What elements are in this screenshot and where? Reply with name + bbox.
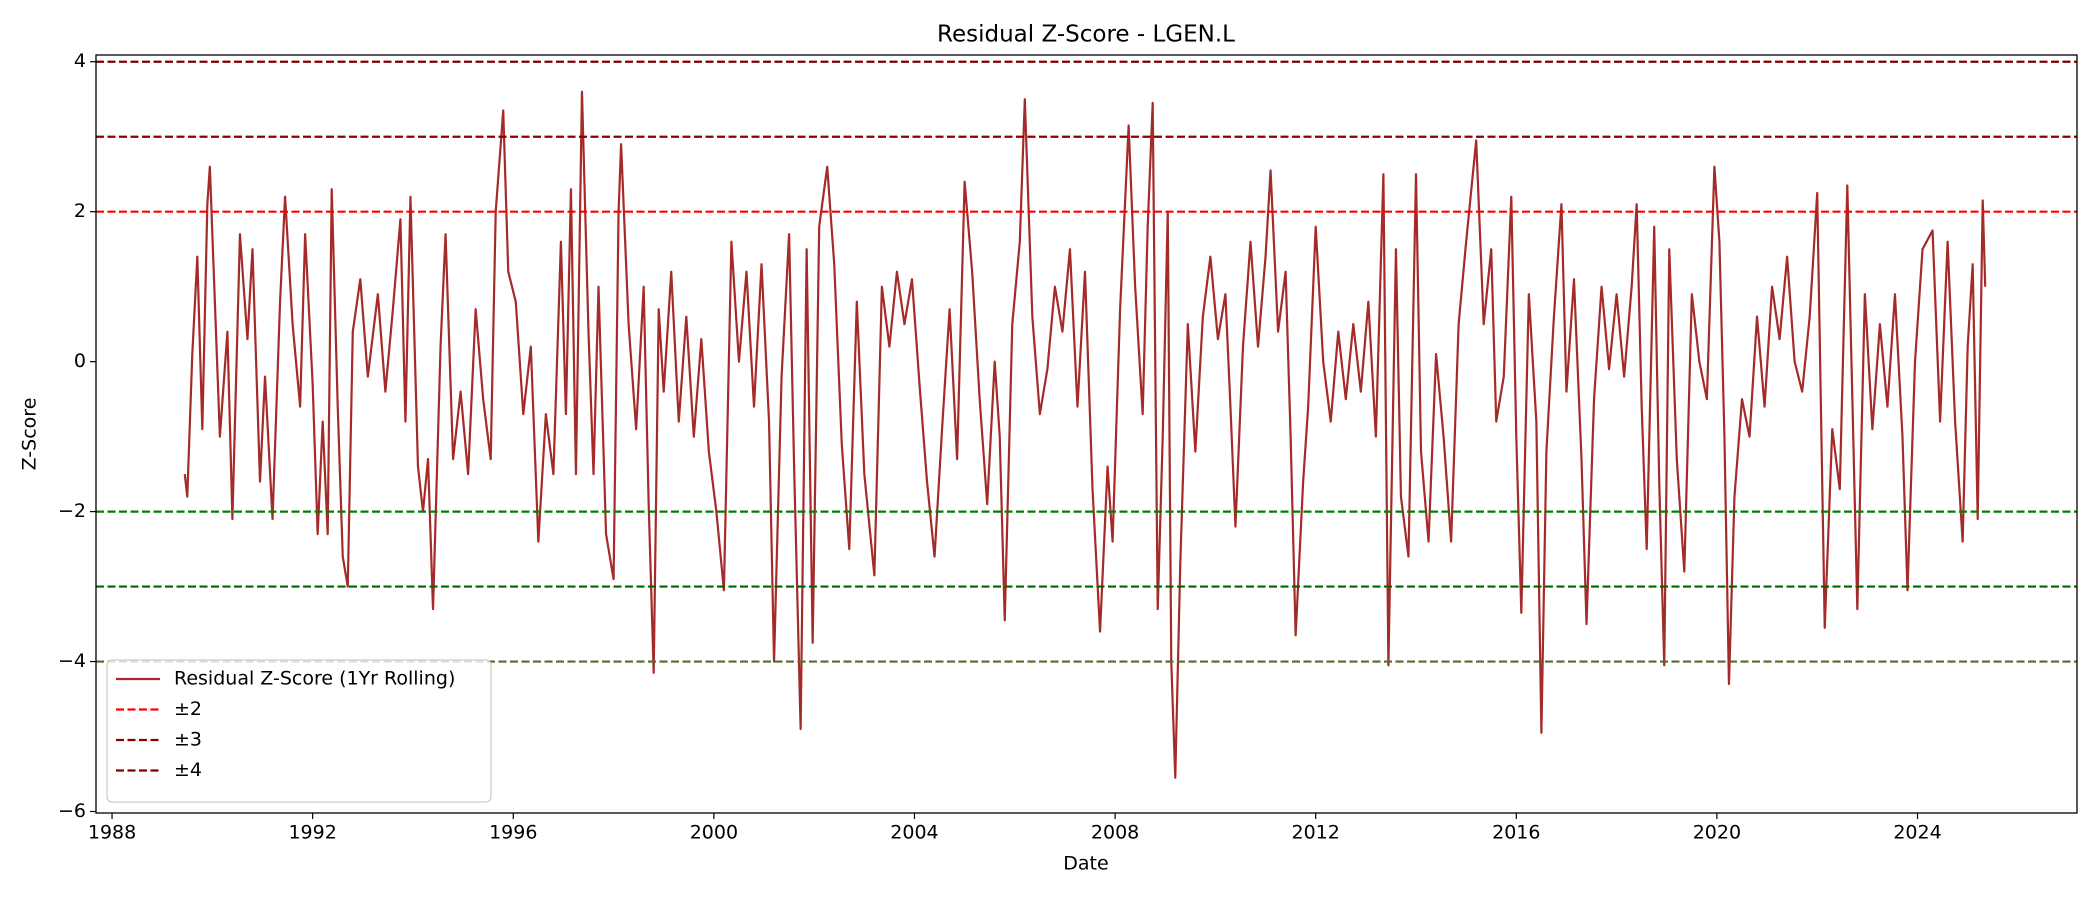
x-tick-label: 1992 (288, 822, 336, 844)
legend: Residual Z-Score (1Yr Rolling) ±2 ±3 ±4 (106, 659, 492, 803)
legend-label: ±2 (174, 698, 202, 720)
y-tick-label: 0 (74, 350, 86, 372)
chart-title: Residual Z-Score - LGEN.L (937, 22, 1235, 48)
y-tick-label: 2 (74, 200, 86, 222)
x-tick-label: 2000 (690, 822, 738, 844)
legend-label: Residual Z-Score (1Yr Rolling) (174, 668, 455, 690)
y-tick-label: −2 (58, 500, 86, 522)
y-tick-label: 4 (74, 50, 86, 72)
plot-area (96, 60, 2077, 779)
y-tick-label: −6 (58, 800, 86, 822)
x-tick-label: 2024 (1893, 822, 1941, 844)
legend-label: ±4 (174, 759, 202, 781)
x-tick-label: 2012 (1292, 822, 1340, 844)
y-axis-label: Z-Score (19, 398, 41, 471)
legend-label: ±3 (174, 729, 202, 751)
legend-box (106, 659, 492, 803)
x-tick-label: 1988 (88, 822, 136, 844)
x-tick-label: 2008 (1091, 822, 1139, 844)
axes-frame (95, 54, 2078, 814)
x-tick-label: 2016 (1492, 822, 1540, 844)
y-tick-label: −4 (58, 650, 86, 672)
x-tick-label: 2004 (890, 822, 938, 844)
x-axis-label: Date (1063, 853, 1108, 875)
data-line (183, 90, 1987, 779)
x-tick-label: 1996 (489, 822, 537, 844)
x-tick-label: 2020 (1693, 822, 1741, 844)
